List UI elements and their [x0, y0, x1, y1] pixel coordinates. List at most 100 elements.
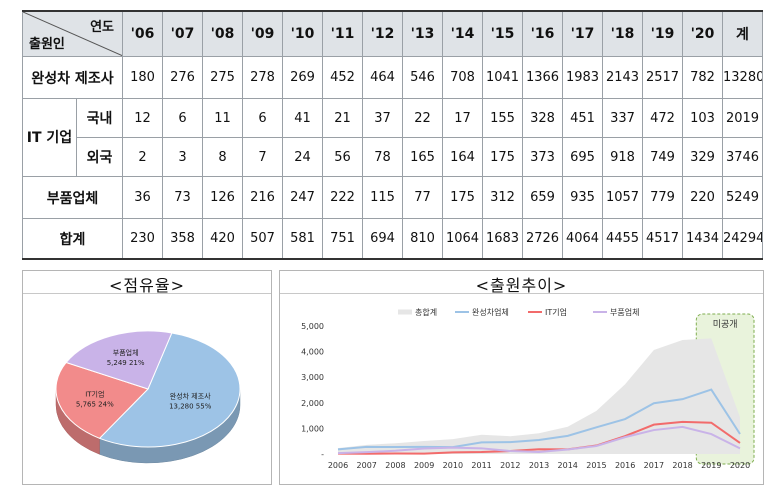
table-cell: 1041 — [482, 56, 523, 99]
year-col-header: '15 — [482, 10, 523, 57]
table-cell: 2517 — [642, 56, 683, 99]
table-cell: 546 — [402, 56, 443, 99]
pie-label-value: 5,249 21% — [107, 359, 145, 367]
x-tick-label: 2018 — [672, 461, 692, 470]
year-col-header: '20 — [682, 10, 723, 57]
x-tick-label: 2020 — [730, 461, 750, 470]
row-sum: 합계 230 358 420 507 581 751 694 810 1064 … — [22, 218, 763, 260]
table-cell: 4064 — [562, 218, 603, 260]
x-tick-label: 2017 — [644, 461, 664, 470]
applicant-header: 출원인 — [29, 37, 65, 52]
table-cell: 420 — [202, 218, 243, 260]
series-area — [338, 338, 740, 454]
pie-slice — [65, 330, 173, 390]
trend-title: <출원추이> — [475, 276, 568, 295]
table-cell: 935 — [562, 176, 603, 219]
it-group-label: IT 기업 — [22, 98, 77, 177]
table-cell: 581 — [282, 218, 323, 260]
table-cell: 276 — [162, 56, 203, 99]
row-label: 외국 — [76, 137, 123, 177]
table-cell: 659 — [522, 176, 563, 219]
corner-cell: 연도 출원인 — [22, 10, 123, 57]
year-col-header: '11 — [322, 10, 363, 57]
row-parts: 부품업체 36 73 126 216 247 222 115 77 175 31… — [22, 176, 763, 219]
table-cell: 24 — [282, 137, 323, 177]
total-cell: 3746 — [722, 137, 763, 177]
year-header: 연도 — [90, 20, 114, 35]
table-cell: 779 — [642, 176, 683, 219]
table-cell: 230 — [122, 218, 163, 260]
table-cell: 77 — [402, 176, 443, 219]
table-cell: 180 — [122, 56, 163, 99]
series-line — [337, 425, 741, 455]
x-tick-label: 2012 — [500, 461, 520, 470]
table-cell: 103 — [682, 98, 723, 138]
table-cell: 175 — [442, 176, 483, 219]
y-tick-label: 3,000 — [301, 373, 324, 382]
table-cell: 155 — [482, 98, 523, 138]
table-cell: 4455 — [602, 218, 643, 260]
x-tick-label: 2010 — [443, 461, 463, 470]
table-cell: 373 — [522, 137, 563, 177]
table-cell: 1057 — [602, 176, 643, 219]
table-cell: 708 — [442, 56, 483, 99]
table-cell: 115 — [362, 176, 403, 219]
table-cell: 810 — [402, 218, 443, 260]
table-cell: 1434 — [682, 218, 723, 260]
table-cell: 358 — [162, 218, 203, 260]
legend-entry: 부품업체 — [610, 307, 639, 317]
share-title: <점유율> — [109, 276, 185, 295]
table-cell: 216 — [242, 176, 283, 219]
share-panel: <점유율> 완성차 제조사 13,280 55% IT기업 5,765 24% 부품업체… — [22, 270, 272, 485]
total-cell: 13280 — [722, 56, 763, 99]
year-col-header: '16 — [522, 10, 563, 57]
line-chart: 미공개 - 1,000 2,000 3,000 4,000 5,000 2006 2007 200… — [301, 307, 755, 470]
table-cell: 312 — [482, 176, 523, 219]
patent-table: 연도 출원인 '06 '07 '08 '09 '10 '11 '12 '13 '… — [22, 10, 763, 260]
table-cell: 165 — [402, 137, 443, 177]
table-cell: 175 — [482, 137, 523, 177]
x-tick-label: 2008 — [385, 461, 405, 470]
total-cell: 5249 — [722, 176, 763, 219]
table-cell: 220 — [682, 176, 723, 219]
table-cell: 472 — [642, 98, 683, 138]
table-cell: 329 — [682, 137, 723, 177]
undisclosed-label: 미공개 — [713, 319, 738, 330]
table-cell: 8 — [202, 137, 243, 177]
year-col-header: '10 — [282, 10, 323, 57]
table-cell: 126 — [202, 176, 243, 219]
row-automaker: 완성차 제조사 180 276 275 278 269 452 464 546 … — [22, 56, 763, 99]
year-col-header: '12 — [362, 10, 403, 57]
x-tick-label: 2019 — [701, 461, 721, 470]
table-cell: 56 — [322, 137, 363, 177]
table-cell: 247 — [282, 176, 323, 219]
x-tick-label: 2007 — [357, 461, 377, 470]
row-it-foreign: 외국 2 3 8 7 24 56 78 165 164 175 373 695 … — [23, 137, 763, 177]
y-tick-label: 2,000 — [301, 399, 324, 408]
year-col-header: '07 — [162, 10, 203, 57]
table-cell: 222 — [322, 176, 363, 219]
table-cell: 694 — [362, 218, 403, 260]
table-cell: 41 — [282, 98, 323, 138]
table-cell: 749 — [642, 137, 683, 177]
pie-chart: 완성차 제조사 13,280 55% IT기업 5,765 24% 부품업체 5,249 … — [55, 330, 241, 464]
pie-label-value: 5,765 24% — [76, 400, 114, 408]
table-cell: 4517 — [642, 218, 683, 260]
table-cell: 164 — [442, 137, 483, 177]
table-cell: 275 — [202, 56, 243, 99]
pie-label-name: 완성차 제조사 — [170, 392, 211, 401]
pie-label-value: 13,280 55% — [169, 403, 212, 411]
table-cell: 451 — [562, 98, 603, 138]
x-tick-label: 2009 — [414, 461, 434, 470]
row-label: 합계 — [22, 218, 123, 260]
table-cell: 6 — [162, 98, 203, 138]
table-cell: 7 — [242, 137, 283, 177]
trend-title-divider — [280, 293, 763, 294]
table-cell: 17 — [442, 98, 483, 138]
year-col-header: '18 — [602, 10, 643, 57]
y-tick-label: 1,000 — [301, 424, 324, 433]
pie-slice — [98, 332, 241, 448]
pie-label-name: 부품업체 — [113, 349, 139, 357]
x-tick-label: 2016 — [615, 461, 635, 470]
x-tick-label: 2011 — [471, 461, 491, 470]
